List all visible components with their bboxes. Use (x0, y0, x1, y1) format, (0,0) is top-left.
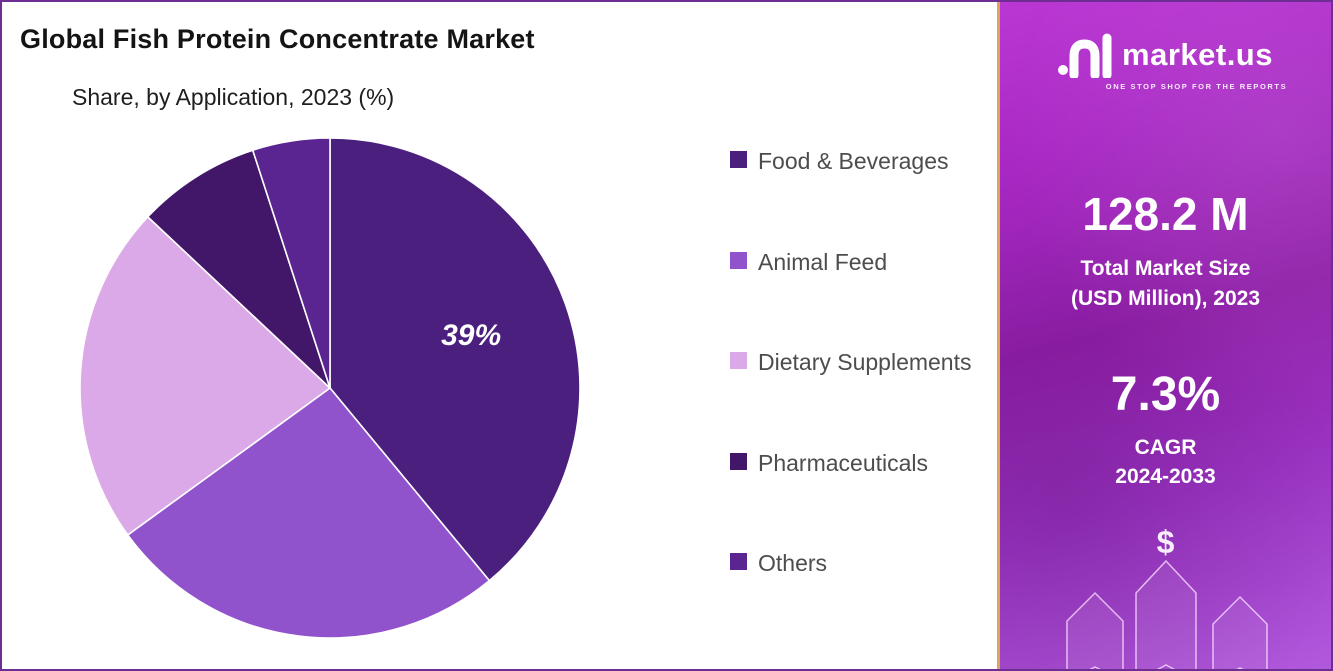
legend-item-dietary-supplements: Dietary Supplements (730, 345, 982, 381)
pie-chart-svg: 39% (79, 137, 581, 639)
chart-subtitle: Share, by Application, 2023 (%) (72, 84, 395, 110)
legend-swatch (730, 553, 747, 571)
legend-item-food-beverages: Food & Beverages (730, 144, 982, 180)
up-arrow-icon (1212, 595, 1268, 669)
market-size-value: 128.2 M (1082, 188, 1249, 240)
logo-text: market.us (1122, 37, 1273, 72)
cagr-label: CAGR 2024-2033 (1000, 434, 1331, 492)
legend-label: Food & Beverages (758, 148, 949, 174)
market-size-label: Total Market Size (USD Million), 2023 (1000, 254, 1331, 314)
legend-item-animal-feed: Animal Feed (730, 245, 982, 281)
pie-chart: 39% (74, 132, 586, 644)
growth-arrows (1000, 555, 1331, 669)
brand-logo: market.us ONE STOP SHOP FOR THE REPORTS (1000, 32, 1331, 91)
market-size-label-line1: Total Market Size (1080, 257, 1251, 280)
legend-swatch (730, 352, 747, 370)
chart-panel: Global Fish Protein Concentrate Market S… (2, 2, 997, 669)
up-arrow-icon (1066, 591, 1124, 669)
cagr-label-line2: 2024-2033 (1115, 464, 1216, 488)
up-arrow-icon (1135, 559, 1197, 669)
market-size-label-line2: (USD Million), 2023 (1070, 286, 1261, 310)
legend-label: Others (758, 550, 828, 577)
pie-data-label: 39% (441, 319, 501, 352)
cagr-label-line1: CAGR (1134, 436, 1197, 459)
info-panel: market.us ONE STOP SHOP FOR THE REPORTS … (997, 2, 1331, 669)
legend-swatch (730, 151, 747, 168)
legend-label: Pharmaceuticals (758, 449, 929, 476)
pie-slice-1 (126, 386, 491, 639)
chart-legend: Food & Beverages Animal Feed Dietary Sup… (730, 144, 982, 582)
pie-slice-0 (329, 137, 581, 582)
dollar-icon: $ (1156, 524, 1175, 560)
legend-label: Animal Feed (758, 248, 888, 275)
market-us-logo-icon (1058, 33, 1112, 78)
legend-swatch (730, 452, 747, 470)
page-title: Global Fish Protein Concentrate Market (20, 24, 535, 54)
pie-slice-2 (79, 215, 332, 537)
legend-item-others: Others (730, 546, 982, 582)
logo-tagline: ONE STOP SHOP FOR THE REPORTS (1105, 82, 1288, 91)
pie-slice-4 (251, 137, 331, 389)
legend-item-pharmaceuticals: Pharmaceuticals (730, 446, 982, 482)
legend-label: Dietary Supplements (758, 349, 972, 376)
legend-swatch (730, 251, 747, 269)
cagr-value: 7.3% (1110, 368, 1221, 421)
pie-slice-3 (146, 149, 331, 389)
